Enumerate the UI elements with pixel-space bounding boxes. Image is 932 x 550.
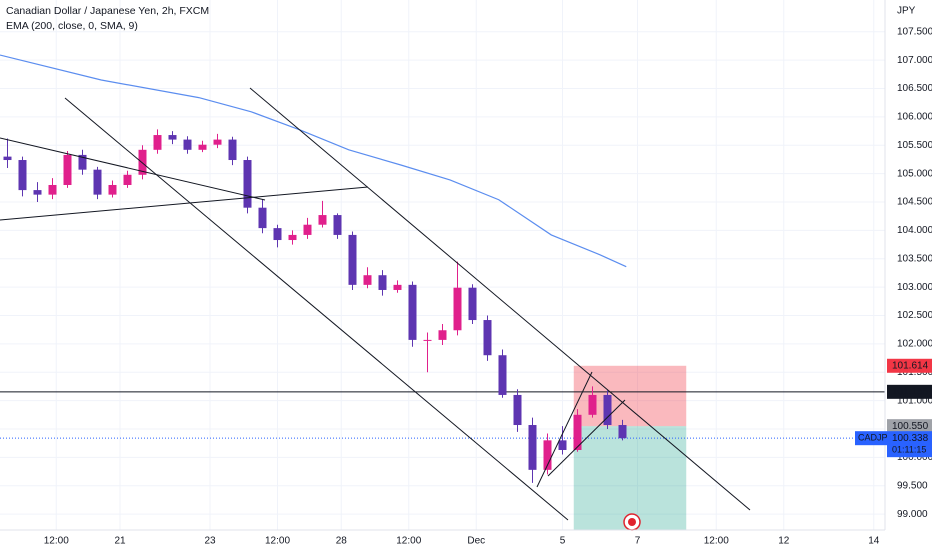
candle-body [543, 440, 552, 470]
price-badge-label: 101.155 [892, 386, 929, 397]
candle-body [498, 355, 507, 395]
price-badge-label: 100.550 [892, 421, 929, 432]
candle-body [33, 190, 42, 195]
candle-body [333, 215, 342, 235]
candle-body [363, 275, 372, 285]
candle-body [393, 284, 402, 290]
x-tick-label: 12:00 [704, 536, 729, 547]
target-zone [573, 426, 687, 530]
candle-body [603, 394, 612, 426]
trendline [536, 371, 593, 488]
x-tick-label: 12:00 [396, 536, 421, 547]
candle-body [183, 139, 192, 150]
y-tick-label: 99.000 [897, 509, 928, 520]
x-tick-label: Dec [467, 536, 485, 547]
x-tick-label: 5 [560, 536, 566, 547]
y-tick-label: 107.500 [897, 26, 932, 37]
y-tick-label: 102.000 [897, 339, 932, 350]
plot-area [0, 0, 885, 530]
candle-body [168, 135, 177, 140]
candle-body [378, 275, 387, 290]
chart-title: Canadian Dollar / Japanese Yen, 2h, FXCM [6, 5, 209, 17]
candle-body [573, 414, 582, 450]
candle-body [423, 339, 432, 341]
candle-body [153, 135, 162, 150]
trendline [547, 399, 626, 477]
y-tick-label: 103.000 [897, 282, 932, 293]
price-badge [887, 358, 932, 373]
candle-body [273, 228, 282, 241]
x-tick-label: 23 [204, 536, 216, 547]
candle-body [348, 234, 357, 285]
symbol-label: CADJPY [858, 433, 894, 443]
y-tick-label: 105.500 [897, 140, 932, 151]
trendline [249, 87, 751, 511]
candle-body [558, 440, 567, 450]
y-tick-label: 99.500 [897, 480, 928, 491]
last-price-badge [887, 431, 932, 458]
trendline [64, 97, 569, 521]
candle-body [228, 139, 237, 161]
candle-body [198, 144, 207, 150]
candle-body [108, 184, 117, 195]
candle-body [18, 160, 27, 191]
y-tick-label: 104.500 [897, 197, 932, 208]
y-tick-label: 101.000 [897, 395, 932, 406]
candle-body [258, 207, 267, 229]
y-tick-label: 104.000 [897, 225, 932, 236]
candle-body [483, 320, 492, 356]
candle-body [453, 287, 462, 331]
candle-body [618, 425, 627, 439]
x-tick-label: 12:00 [44, 536, 69, 547]
last-price-label: 100.338 [892, 433, 929, 444]
price-badge-label: 101.614 [892, 360, 929, 371]
indicator-label: EMA (200, close, 0, SMA, 9) [6, 20, 138, 32]
event-icon [623, 513, 641, 531]
candle-body [78, 154, 87, 170]
candle-body [468, 287, 477, 321]
candle-body [3, 156, 12, 161]
x-tick-label: 12 [778, 536, 790, 547]
trendline [0, 186, 369, 221]
x-tick-label: 12:00 [265, 536, 290, 547]
y-tick-label: 102.500 [897, 310, 932, 321]
candle-body [588, 394, 597, 415]
price-badge [887, 419, 932, 434]
ema-line [0, 54, 627, 268]
candle-body [138, 149, 147, 175]
y-tick-label: 107.000 [897, 55, 932, 66]
candle-body [303, 224, 312, 235]
candle-body [528, 425, 537, 470]
symbol-badge [855, 431, 887, 446]
trendlines [0, 87, 751, 521]
x-tick-label: 7 [635, 536, 641, 547]
candle-body [243, 160, 252, 208]
y-tick-label: 100.000 [897, 452, 932, 463]
candle-body [438, 330, 447, 340]
candle-body [48, 184, 57, 195]
candle-body [123, 174, 132, 185]
x-tick-label: 21 [114, 536, 126, 547]
y-tick-label: 103.500 [897, 253, 932, 264]
price-badge [887, 384, 932, 399]
y-tick-label: 105.000 [897, 168, 932, 179]
candle-body [318, 215, 327, 225]
y-tick-label: 106.000 [897, 112, 932, 123]
currency: JPY [897, 6, 916, 17]
trendline [0, 137, 266, 201]
countdown: 01:11:15 [892, 445, 926, 455]
candle-body [63, 154, 72, 185]
candle-body [408, 284, 417, 340]
x-tick-label: 28 [336, 536, 348, 547]
x-tick-label: 14 [868, 536, 880, 547]
candle-body [213, 139, 222, 145]
candle-body [93, 169, 102, 195]
candle-body [288, 234, 297, 241]
y-tick-label: 106.500 [897, 83, 932, 94]
candle-body [513, 394, 522, 426]
